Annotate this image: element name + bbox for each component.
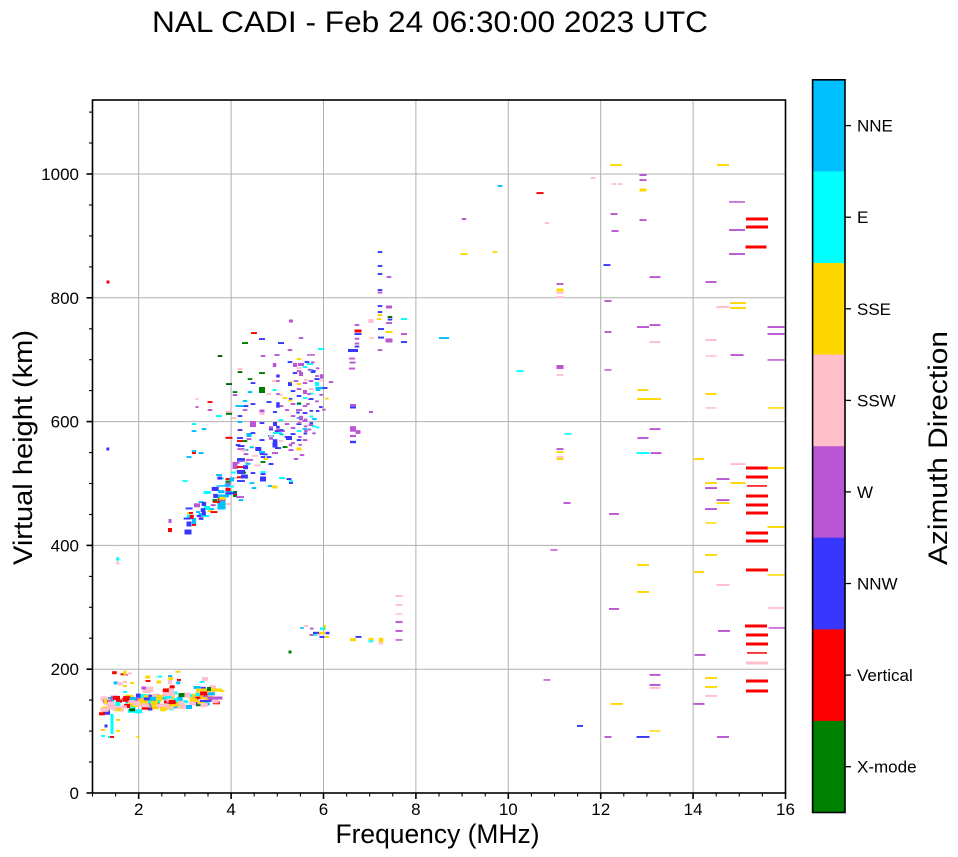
svg-text:SSW: SSW	[857, 391, 896, 410]
svg-text:10: 10	[499, 800, 518, 819]
svg-text:0: 0	[70, 784, 79, 803]
svg-text:200: 200	[51, 660, 79, 679]
svg-text:SSE: SSE	[857, 300, 891, 319]
svg-text:Frequency (MHz): Frequency (MHz)	[336, 819, 540, 849]
svg-text:NAL CADI - Feb 24 06:30:00 202: NAL CADI - Feb 24 06:30:00 2023 UTC	[152, 6, 708, 39]
svg-text:4: 4	[226, 800, 235, 819]
svg-text:NNE: NNE	[857, 117, 893, 136]
svg-text:Azimuth Direction: Azimuth Direction	[923, 331, 953, 565]
svg-text:14: 14	[684, 800, 703, 819]
svg-text:1000: 1000	[41, 165, 79, 184]
svg-text:Virtual height (km): Virtual height (km)	[8, 330, 38, 565]
svg-text:Vertical: Vertical	[857, 666, 913, 685]
svg-text:400: 400	[51, 536, 79, 555]
svg-text:12: 12	[591, 800, 610, 819]
svg-text:16: 16	[776, 800, 795, 819]
svg-text:NNW: NNW	[857, 575, 898, 594]
svg-text:2: 2	[134, 800, 143, 819]
svg-text:6: 6	[319, 800, 328, 819]
svg-text:800: 800	[51, 289, 79, 308]
svg-text:E: E	[857, 208, 868, 227]
svg-text:W: W	[857, 483, 873, 502]
svg-text:600: 600	[51, 413, 79, 432]
svg-text:8: 8	[411, 800, 420, 819]
svg-text:X-mode: X-mode	[857, 758, 917, 777]
